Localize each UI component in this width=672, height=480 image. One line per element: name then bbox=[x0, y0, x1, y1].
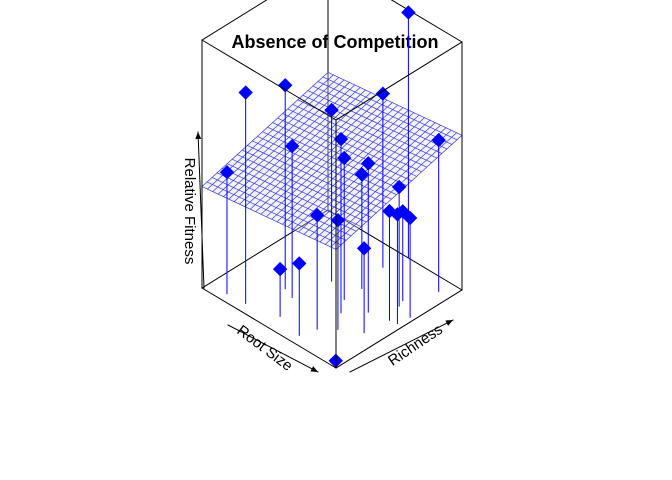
data-point bbox=[375, 86, 391, 101]
plane-grid-line bbox=[217, 79, 345, 195]
plane-grid-line bbox=[322, 76, 458, 141]
data-point bbox=[284, 138, 300, 154]
data-point bbox=[337, 150, 352, 166]
plane-grid-line bbox=[201, 71, 329, 188]
plane-grid-line bbox=[241, 149, 377, 214]
plane-grid-line bbox=[307, 90, 443, 154]
x-axis-label: Root Size bbox=[234, 322, 296, 375]
plane-grid-line bbox=[256, 135, 392, 200]
plane-grid-line bbox=[246, 144, 382, 209]
data-point bbox=[391, 179, 407, 195]
box-edge-top-front-right bbox=[335, 41, 463, 121]
plane-grid-line bbox=[222, 81, 350, 198]
box-edge-bottom-front-right bbox=[335, 289, 463, 369]
y-axis-arrow bbox=[349, 319, 454, 373]
chart-title: Absence of Competition bbox=[231, 32, 438, 52]
data-point bbox=[402, 210, 418, 226]
axis-arrows bbox=[195, 131, 454, 373]
plane-grid-line bbox=[206, 181, 342, 246]
plane-grid-line bbox=[272, 122, 408, 186]
plane-grid-line bbox=[327, 71, 463, 136]
y-axis-label: Richness bbox=[385, 321, 446, 370]
plane-grid-line bbox=[239, 89, 367, 205]
plane-grid-line bbox=[282, 113, 418, 177]
plane-grid-line bbox=[265, 102, 393, 218]
data-point bbox=[395, 204, 410, 219]
x-axis-arrow-head bbox=[310, 366, 318, 372]
data-point bbox=[324, 102, 339, 118]
y-axis-arrow-head bbox=[445, 320, 453, 326]
plane-grid-line bbox=[292, 103, 428, 168]
box-edge-back-top-left bbox=[201, 0, 268, 41]
data-point bbox=[309, 207, 325, 223]
plane-grid-line bbox=[201, 186, 337, 250]
z-axis-arrow-head bbox=[195, 132, 202, 140]
plane-grid-line bbox=[330, 132, 458, 248]
data-point bbox=[333, 131, 349, 147]
data-point bbox=[277, 78, 293, 93]
data-point bbox=[219, 164, 235, 180]
plane-grid-line bbox=[324, 129, 452, 245]
data-points bbox=[219, 5, 446, 368]
plane-grid-line bbox=[271, 104, 399, 220]
box-edge-bottom-front-left bbox=[201, 287, 337, 369]
plane-grid-line bbox=[287, 112, 415, 228]
box-edge-top-front-left bbox=[201, 39, 337, 121]
plane-grid-line bbox=[287, 108, 423, 173]
box-edge-back-bottom-right bbox=[327, 209, 463, 291]
z-axis-arrow bbox=[197, 131, 205, 289]
data-point bbox=[354, 167, 370, 182]
plane-grid-line bbox=[308, 122, 436, 238]
plane-grid-line bbox=[260, 99, 388, 215]
x-axis-arrow bbox=[227, 324, 319, 373]
plane-grid-line bbox=[302, 94, 438, 159]
box-edge-back-bottom-left bbox=[201, 209, 329, 289]
data-point bbox=[431, 132, 446, 148]
plane-grid-line bbox=[276, 107, 404, 223]
data-point bbox=[401, 5, 416, 20]
plane-grid-line bbox=[277, 117, 413, 182]
plane-grid-line bbox=[249, 94, 377, 210]
data-point bbox=[330, 212, 346, 228]
z-axis-label: Relative Fitness bbox=[181, 158, 198, 265]
point-stems bbox=[226, 11, 440, 364]
plane-grid-line bbox=[251, 140, 387, 205]
plane-grid-line bbox=[317, 81, 453, 145]
plane-grid-line bbox=[211, 176, 347, 241]
plane-grid-line bbox=[236, 154, 372, 218]
data-point bbox=[238, 85, 253, 100]
plane-grid-line bbox=[312, 85, 448, 150]
plane-grid-line bbox=[281, 109, 409, 225]
data-point bbox=[292, 256, 307, 271]
plane-grid-line bbox=[267, 126, 402, 191]
plane-grid-line bbox=[216, 172, 352, 237]
data-point bbox=[361, 156, 376, 171]
data-point bbox=[356, 241, 372, 256]
data-point bbox=[272, 261, 288, 277]
plane-grid-line bbox=[255, 97, 383, 213]
plane-grid-line bbox=[292, 114, 420, 230]
box-edge-back-top-right bbox=[390, 0, 463, 43]
